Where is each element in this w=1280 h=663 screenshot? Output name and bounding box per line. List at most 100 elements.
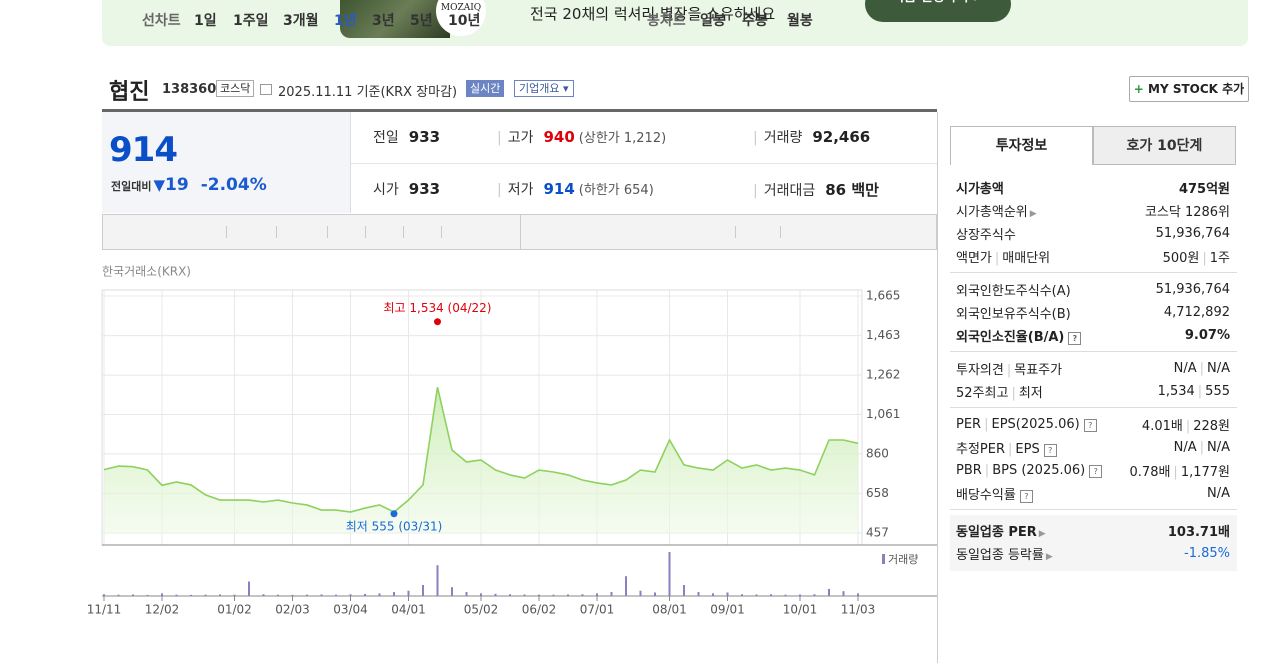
volume-bar bbox=[480, 593, 482, 596]
separator: | bbox=[1199, 361, 1204, 376]
period-tab[interactable]: 1년 bbox=[334, 13, 357, 29]
value-text: N/A bbox=[1173, 361, 1197, 376]
ad-image bbox=[340, 0, 450, 38]
candle-tab[interactable]: 주봉 bbox=[742, 13, 768, 29]
mystock-button[interactable]: + MY STOCK 추가 bbox=[1129, 76, 1249, 102]
arrow-icon[interactable]: ▶ bbox=[1038, 529, 1046, 539]
group-divider bbox=[950, 272, 1237, 273]
legend-label: 거래량 bbox=[888, 553, 918, 566]
divider bbox=[937, 112, 938, 663]
volume-bar bbox=[233, 594, 236, 596]
help-icon[interactable]: ? bbox=[1083, 419, 1097, 432]
row-value: 4.01배 | 228원 bbox=[1142, 415, 1230, 434]
extreme-marker bbox=[434, 318, 441, 326]
volume-bar bbox=[291, 594, 294, 596]
extreme-label: 최고 1,534 (04/22) bbox=[383, 301, 491, 315]
separator: | bbox=[984, 417, 989, 432]
label-text: 동일업종 등락률 bbox=[956, 548, 1044, 563]
row-label: PER | EPS(2025.06)? bbox=[956, 417, 1097, 432]
x-tick-label: 01/02 bbox=[217, 603, 252, 617]
help-icon[interactable]: ? bbox=[1089, 465, 1103, 478]
change-label: 전일대비 bbox=[111, 180, 152, 193]
ad-button[interactable]: 지금 신청하기 > bbox=[865, 0, 1011, 22]
volume-bar bbox=[654, 592, 656, 596]
x-tick-label: 04/01 bbox=[391, 603, 426, 617]
help-icon[interactable]: ? bbox=[1043, 444, 1057, 457]
volume-bar bbox=[451, 587, 453, 596]
volume-bar bbox=[364, 594, 366, 596]
volume-bar bbox=[509, 594, 511, 596]
info-row: 상장주식수 51,936,764 bbox=[956, 222, 1230, 245]
tab-group-label: 봉차트 bbox=[647, 13, 686, 29]
legend-swatch bbox=[882, 554, 885, 564]
period-tab[interactable]: 10년 bbox=[448, 13, 481, 29]
separator: | bbox=[1011, 386, 1016, 401]
arrow-icon[interactable]: ▶ bbox=[1045, 552, 1053, 562]
volume-bar bbox=[378, 593, 381, 596]
arrow-icon[interactable]: ▶ bbox=[1029, 209, 1037, 219]
value-text: 1,177원 bbox=[1180, 465, 1230, 480]
y-tick-label: 860 bbox=[866, 446, 889, 460]
row-value: 475억원 bbox=[1179, 178, 1230, 197]
calendar-icon bbox=[260, 84, 272, 95]
volume-bar bbox=[567, 594, 569, 596]
tab-separator bbox=[327, 226, 328, 238]
volume-bar bbox=[596, 593, 598, 596]
volume-bar bbox=[436, 565, 439, 596]
volume-bar bbox=[668, 552, 671, 596]
value-text: 4,712,892 bbox=[1163, 305, 1230, 320]
ad-banner[interactable] bbox=[102, 0, 1248, 46]
overview-dropdown[interactable]: 기업개요 ▾ bbox=[514, 80, 574, 97]
period-tab[interactable]: 3년 bbox=[372, 13, 395, 29]
help-icon[interactable]: ? bbox=[1019, 490, 1033, 503]
side-tab[interactable]: 호가 10단계 bbox=[1093, 126, 1236, 165]
info-row: 외국인보유주식수(B) 4,712,892 bbox=[956, 301, 1230, 324]
period-tab[interactable]: 5년 bbox=[410, 13, 433, 29]
current-price: 914 bbox=[109, 130, 178, 170]
volume-bar bbox=[465, 592, 468, 596]
label-text: 시가총액 bbox=[956, 182, 1004, 197]
row-value: N/A | N/A bbox=[1174, 440, 1230, 455]
row-value: 51,936,764 bbox=[1156, 282, 1230, 297]
value-text: N/A bbox=[1207, 486, 1230, 501]
stock-name: 협진 bbox=[109, 80, 150, 105]
info-row: 외국인소진율(B/A)? 9.07% bbox=[956, 324, 1230, 347]
y-tick-label: 457 bbox=[866, 526, 889, 540]
x-tick-label: 06/02 bbox=[522, 603, 557, 617]
candle-tab[interactable]: 일봉 bbox=[700, 13, 726, 29]
period-tab[interactable]: 1일 bbox=[194, 13, 217, 29]
chart-tabs bbox=[102, 214, 937, 250]
tab-separator bbox=[735, 226, 736, 238]
info-row: 시가총액순위 ▶ 코스닥 1286위 bbox=[956, 199, 1230, 222]
separator: | bbox=[1008, 442, 1013, 457]
tab-separator bbox=[441, 226, 442, 238]
volume-bar bbox=[581, 594, 584, 596]
y-tick-label: 658 bbox=[866, 486, 889, 500]
separator: | bbox=[753, 130, 758, 146]
candle-tab[interactable]: 월봉 bbox=[787, 13, 813, 29]
price-box bbox=[102, 112, 351, 213]
overview-label: 기업개요 bbox=[519, 82, 560, 95]
row-label: 동일업종 PER ▶ bbox=[956, 521, 1046, 540]
row-label: 외국인소진율(B/A)? bbox=[956, 326, 1082, 345]
field-value: 933 bbox=[408, 128, 441, 146]
info-row: PBR | BPS (2025.06)? 0.78배 | 1,177원 bbox=[956, 459, 1230, 482]
info-row: 투자의견 | 목표주가 N/A | N/A bbox=[956, 357, 1230, 380]
side-tab[interactable]: 투자정보 bbox=[950, 126, 1093, 165]
volume-bar bbox=[828, 588, 830, 596]
volume-bar bbox=[335, 594, 337, 596]
volume-bar bbox=[639, 590, 642, 596]
help-icon[interactable]: ? bbox=[1068, 332, 1082, 345]
period-tab[interactable]: 1주일 bbox=[233, 13, 269, 29]
value-text: 4.01배 bbox=[1141, 419, 1183, 434]
x-tick-label: 11/11 bbox=[87, 603, 122, 617]
info-row: 동일업종 PER ▶ 103.71배 bbox=[956, 519, 1230, 542]
realtime-badge[interactable]: 실시간 bbox=[466, 80, 505, 97]
volume-bar bbox=[190, 594, 192, 596]
row-value: 코스닥 1286위 bbox=[1145, 201, 1230, 220]
field-label: 거래량 bbox=[763, 130, 803, 146]
value-text: 555 bbox=[1205, 384, 1230, 399]
quote-field: | 고가 940 (상한가 1,212) bbox=[497, 127, 666, 147]
quote-field: 전일 933 bbox=[373, 127, 440, 147]
period-tab[interactable]: 3개월 bbox=[283, 13, 319, 29]
